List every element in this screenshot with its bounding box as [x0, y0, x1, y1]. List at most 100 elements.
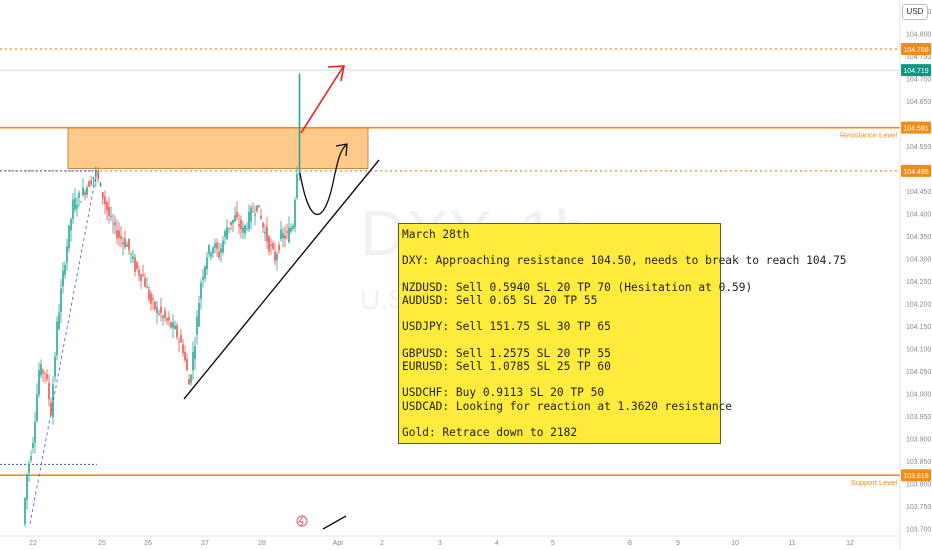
candle-body — [256, 205, 258, 212]
candle — [208, 244, 210, 258]
candle — [78, 190, 80, 208]
candle-body — [296, 173, 298, 198]
candle — [296, 166, 298, 200]
x-tick-label: 8 — [628, 540, 632, 547]
note-line: AUDUSD: Sell 0.65 SL 20 TP 55 — [402, 293, 598, 307]
candle — [298, 73, 301, 182]
trade-notes-box[interactable]: March 28th DXY: Approaching resistance 10… — [398, 223, 847, 444]
candle-body — [238, 224, 240, 227]
y-tick-label: 104.650 — [906, 99, 931, 106]
candle — [34, 411, 36, 454]
candle — [97, 167, 99, 183]
candle-body — [102, 192, 104, 199]
candle — [102, 191, 104, 205]
candle — [82, 178, 84, 197]
currency-label[interactable]: USD — [902, 4, 928, 20]
candle-body — [204, 266, 206, 279]
candle-body — [270, 244, 272, 247]
candle — [166, 317, 168, 325]
candle-body — [172, 322, 174, 328]
price-level-tag — [901, 164, 931, 177]
resistance-zone — [67, 127, 369, 169]
price-level-label: Support Level — [851, 478, 898, 487]
red-arrow-head — [327, 65, 345, 82]
candle-body — [276, 254, 278, 261]
candle-body — [116, 230, 118, 239]
candle — [172, 314, 174, 338]
candle — [188, 373, 190, 385]
candle — [220, 243, 222, 263]
candle-body — [194, 346, 196, 359]
candle — [288, 216, 290, 244]
candle — [104, 190, 106, 215]
candle-body — [218, 251, 220, 258]
candle — [156, 300, 158, 324]
candle — [274, 242, 276, 266]
candle — [198, 296, 200, 328]
drawings — [183, 65, 380, 530]
candle — [252, 202, 254, 214]
candle-body — [112, 222, 114, 224]
red-arrow-shaft — [300, 66, 344, 134]
candle — [64, 261, 66, 279]
candle-body — [298, 74, 301, 175]
candle-body — [142, 274, 144, 276]
note-line: USDJPY: Sell 151.75 SL 30 TP 65 — [402, 320, 611, 334]
candle-body — [260, 215, 262, 219]
candle — [240, 215, 242, 239]
note-line: Gold: Retrace down to 2182 — [402, 425, 578, 439]
y-tick-label: 104.800 — [906, 32, 931, 39]
note-line: USDCHF: Buy 0.9113 SL 20 TP 50 — [402, 386, 605, 400]
candle — [250, 204, 252, 230]
candle-body — [58, 312, 60, 330]
y-tick-label: 104.300 — [906, 257, 931, 264]
candle — [290, 223, 292, 234]
y-tick-label: 103.850 — [906, 459, 931, 466]
black-curve-arrow-head — [335, 143, 348, 157]
candle-body — [190, 374, 192, 383]
candle — [224, 228, 226, 245]
candle-body — [294, 200, 296, 228]
candle-body — [254, 214, 256, 216]
candle-body — [84, 192, 86, 195]
candle-body — [156, 307, 158, 313]
candle — [38, 362, 40, 398]
candle-body — [208, 245, 210, 254]
candle-body — [138, 269, 140, 276]
candle-body — [95, 169, 97, 177]
candle-body — [32, 442, 34, 449]
candle — [264, 224, 266, 242]
candle-body — [258, 205, 260, 208]
candle-body — [88, 181, 90, 187]
candle-body — [154, 301, 156, 310]
candle — [68, 225, 70, 253]
candle — [86, 184, 88, 199]
candle — [126, 241, 128, 248]
candle — [40, 359, 42, 378]
candle-body — [104, 196, 106, 204]
candle — [148, 285, 150, 303]
candle — [58, 304, 60, 331]
candle-body — [150, 293, 152, 304]
candle — [132, 249, 134, 264]
candle-body — [106, 201, 108, 211]
candle-body — [220, 248, 222, 253]
y-tick-label: 104.750 — [906, 54, 931, 61]
candle-body — [46, 374, 48, 380]
candle-body — [48, 383, 50, 400]
candle-body — [82, 187, 84, 196]
candle-body — [182, 344, 184, 354]
note-spacer — [402, 268, 717, 281]
x-tick-label: 22 — [29, 540, 37, 547]
candle-body — [114, 222, 116, 226]
candle-body — [44, 372, 46, 374]
price-level-tag — [901, 43, 931, 56]
candle-body — [184, 351, 186, 361]
candle — [256, 205, 258, 214]
candle-body — [148, 289, 150, 300]
candle — [106, 200, 108, 221]
candle — [60, 278, 62, 324]
candle-body — [274, 251, 276, 262]
candle — [282, 227, 284, 248]
